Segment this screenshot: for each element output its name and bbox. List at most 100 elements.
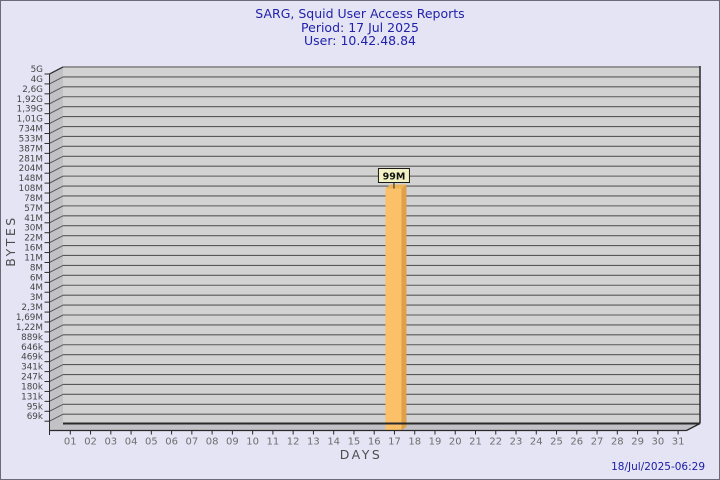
bar-value-label: 99M xyxy=(383,172,406,183)
x-axis-tick-label: 22 xyxy=(489,437,502,448)
wall-grid-diagonal xyxy=(49,314,64,323)
wall-grid-diagonal xyxy=(49,195,64,204)
wall-grid-diagonal xyxy=(49,284,64,293)
wall-grid-diagonal xyxy=(49,403,64,412)
wall-top-edge xyxy=(49,66,64,75)
wall-grid-diagonal xyxy=(49,255,64,263)
bar-top-face xyxy=(385,184,407,189)
x-axis-tick-label: 17 xyxy=(388,437,401,448)
x-axis-tick-label: 27 xyxy=(591,437,604,448)
y-axis-tick-label: 6M xyxy=(30,273,43,283)
x-axis-tick-label: 28 xyxy=(611,437,624,448)
wall-grid-diagonal xyxy=(49,364,64,373)
y-axis-tick-label: 108M xyxy=(19,184,43,194)
x-axis-tick-label: 26 xyxy=(570,437,583,448)
y-axis-tick-label: 469k xyxy=(21,353,44,363)
wall-grid-diagonal xyxy=(49,96,64,105)
x-axis-tick-label: 16 xyxy=(368,437,381,448)
wall-grid-diagonal xyxy=(49,344,64,353)
x-axis-tick-label: 10 xyxy=(246,437,259,448)
report-header: SARG, Squid User Access Reports Period: … xyxy=(1,7,719,48)
x-axis-tick-label: 06 xyxy=(165,437,178,448)
x-axis-tick-label: 23 xyxy=(510,437,523,448)
y-axis-tick-label: 247k xyxy=(21,373,44,383)
wall-grid-diagonal xyxy=(49,294,64,303)
wall-grid-diagonal xyxy=(49,225,64,234)
y-axis-tick-label: 22M xyxy=(24,234,43,244)
y-axis-tick-label: 1,01G xyxy=(17,115,44,125)
y-axis-title: BYTES xyxy=(3,215,18,267)
report-user: User: 10.42.48.84 xyxy=(304,33,416,48)
x-axis-tick-label: 04 xyxy=(125,437,138,448)
wall-grid-diagonal xyxy=(49,334,64,343)
y-axis-tick-label: 11M xyxy=(24,253,43,263)
y-axis-tick-label: 1,39G xyxy=(17,105,44,115)
wall-grid-diagonal xyxy=(49,264,64,273)
wall-grid-diagonal xyxy=(49,106,64,115)
x-axis-tick-label: 31 xyxy=(672,437,685,448)
y-axis-tick-label: 5G xyxy=(31,65,44,75)
y-axis-tick-label: 4M xyxy=(30,283,43,293)
y-axis-tick-label: 734M xyxy=(19,125,43,135)
wall-grid-diagonal xyxy=(49,126,64,134)
x-axis-tick-label: 25 xyxy=(550,437,563,448)
wall-grid-diagonal xyxy=(49,205,64,214)
wall-grid-diagonal xyxy=(49,383,64,392)
wall-grid-diagonal xyxy=(49,393,64,402)
y-axis-tick-label: 16M xyxy=(24,244,43,254)
y-axis-tick-label: 889k xyxy=(21,333,44,343)
wall-grid-diagonal xyxy=(49,274,64,283)
wall-grid-diagonal xyxy=(49,354,64,363)
wall-grid-diagonal xyxy=(49,185,64,194)
bottom-floor xyxy=(49,423,700,431)
y-axis-tick-label: 8M xyxy=(30,263,43,273)
x-axis-tick-label: 20 xyxy=(449,437,462,448)
wall-grid-diagonal xyxy=(49,374,64,382)
y-axis-tick-label: 204M xyxy=(19,164,43,174)
y-axis-tick-label: 95k xyxy=(27,402,44,412)
y-axis-tick-label: 533M xyxy=(19,134,43,144)
x-axis-tick-label: 21 xyxy=(469,437,482,448)
wall-grid-diagonal xyxy=(49,245,64,254)
x-axis-tick-label: 07 xyxy=(185,437,198,448)
x-axis-tick-label: 12 xyxy=(287,437,300,448)
y-axis-tick-label: 57M xyxy=(24,204,43,214)
bottom-right-corner-edge xyxy=(686,422,701,432)
wall-grid-diagonal xyxy=(49,145,64,154)
bar-side-face xyxy=(401,184,407,431)
plot-area xyxy=(63,66,700,424)
x-axis-tick-label: 29 xyxy=(631,437,644,448)
wall-grid-diagonal xyxy=(49,304,64,313)
y-axis-tick-label: 281M xyxy=(19,154,43,164)
x-axis-tick-label: 02 xyxy=(84,437,97,448)
wall-grid-diagonal xyxy=(49,155,64,164)
y-axis-tick-label: 1,92G xyxy=(17,95,44,105)
x-axis-tick-label: 05 xyxy=(145,437,158,448)
bar-day-17 xyxy=(385,188,402,431)
wall-grid-diagonal xyxy=(49,215,64,224)
x-axis-tick-label: 14 xyxy=(327,437,340,448)
x-axis-title: DAYS xyxy=(340,447,383,462)
wall-grid-diagonal xyxy=(49,324,64,333)
y-axis-tick-label: 1,69M xyxy=(16,313,43,323)
y-axis-tick-label: 41M xyxy=(24,214,43,224)
x-axis-tick-label: 11 xyxy=(267,437,280,448)
wall-grid-diagonal xyxy=(49,116,64,125)
wall-grid-diagonal xyxy=(49,76,64,85)
wall-grid-diagonal xyxy=(49,235,64,244)
x-axis-tick-label: 18 xyxy=(408,437,421,448)
x-axis-tick-label: 03 xyxy=(104,437,117,448)
wall-grid-diagonal xyxy=(49,86,64,95)
wall-grid-diagonal xyxy=(49,413,64,422)
y-axis-tick-label: 2,6G xyxy=(22,85,43,95)
y-axis-tick-label: 2,3M xyxy=(21,303,43,313)
x-axis-tick-label: 13 xyxy=(307,437,320,448)
y-axis-tick-label: 148M xyxy=(19,174,43,184)
x-axis-tick-label: 08 xyxy=(206,437,219,448)
x-axis-tick-label: 24 xyxy=(530,437,543,448)
y-axis-tick-label: 341k xyxy=(21,363,44,373)
y-axis-tick-label: 4G xyxy=(31,75,44,85)
y-axis-tick-label: 30M xyxy=(24,224,43,234)
